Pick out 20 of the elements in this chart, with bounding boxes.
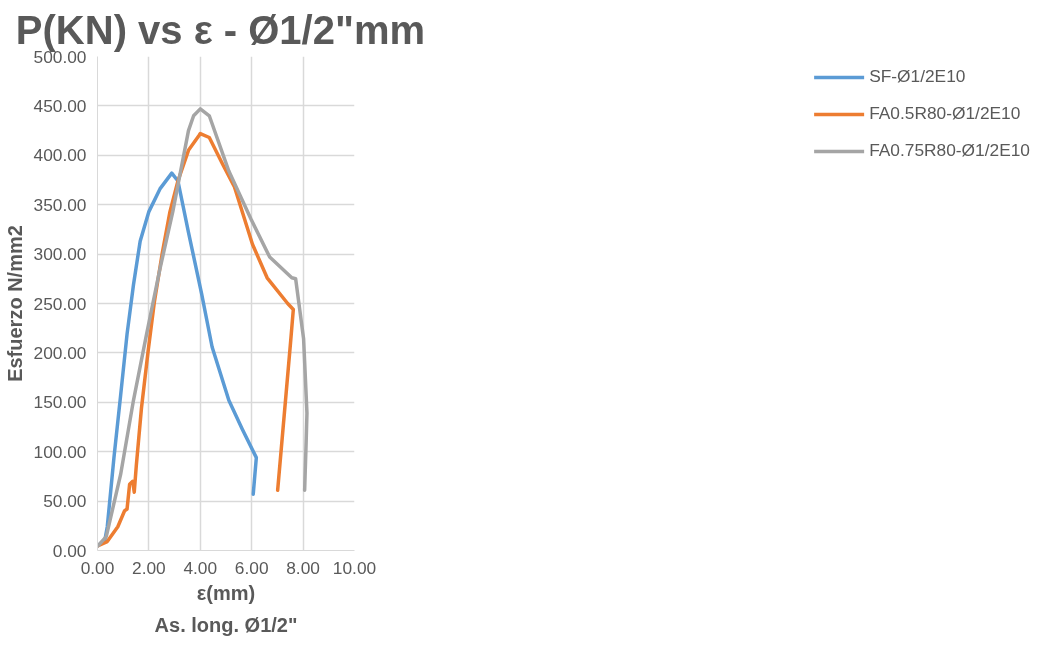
y-axis-title: Esfuerzo N/mm2 [3, 225, 26, 382]
y-tick-label: 150.00 [33, 392, 87, 413]
x-tick-label: 4.00 [183, 557, 218, 578]
x-axis-title: ε(mm) [196, 581, 256, 604]
legend-label: FA0.75R80-Ø1/2E10 [869, 140, 1030, 161]
y-tick-label: 450.00 [33, 95, 87, 116]
legend-label: SF-Ø1/2E10 [869, 66, 966, 87]
y-tick-label: 350.00 [33, 194, 87, 215]
y-tick-label: 200.00 [33, 342, 87, 363]
y-tick-label: 400.00 [33, 145, 87, 166]
x-tick-label: 10.00 [332, 557, 377, 578]
y-tick-label: 250.00 [33, 293, 87, 314]
x-tick-label: 6.00 [234, 557, 269, 578]
legend-label: FA0.5R80-Ø1/2E10 [869, 103, 1021, 124]
x-tick-label: 8.00 [286, 557, 320, 578]
x-tick-label: 2.00 [132, 557, 166, 578]
y-tick-label: 100.00 [33, 441, 87, 462]
text: As. long. Ø1/2" [154, 613, 298, 636]
y-tick-label: 50.00 [43, 491, 87, 512]
y-tick-label: 300.00 [33, 244, 87, 265]
